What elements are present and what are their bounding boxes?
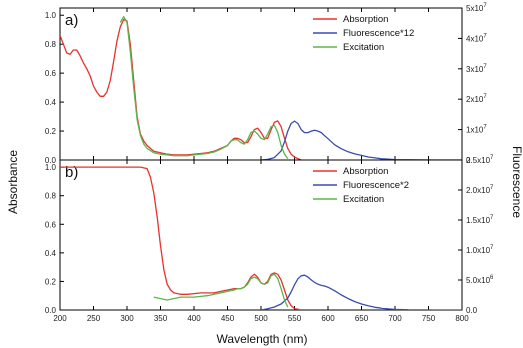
y-tick-label-right-base: 4x10 xyxy=(466,34,484,43)
x-tick-label: 600 xyxy=(321,314,335,323)
y-tick-label-left: 0.6 xyxy=(45,69,57,78)
series-line-excitation xyxy=(119,16,289,159)
x-tick-label: 300 xyxy=(120,314,134,323)
y-tick-label-right: 5x107 xyxy=(466,3,487,13)
panel-label: a) xyxy=(65,12,78,29)
y-tick-label-right: 2.0x107 xyxy=(466,185,494,195)
x-tick-label: 800 xyxy=(455,314,469,323)
x-tick-label: 750 xyxy=(422,314,436,323)
x-tick-label: 550 xyxy=(288,314,302,323)
y-tick-label-right-base: 2.5x10 xyxy=(466,156,491,165)
y-tick-label-left: 0.2 xyxy=(45,127,57,136)
y-tick-label-right-base: 0.0 xyxy=(466,306,478,315)
y-tick-label-right-exp: 7 xyxy=(490,245,494,251)
y-tick-label-left: 0.8 xyxy=(45,192,57,201)
x-tick-label: 400 xyxy=(187,314,201,323)
y-tick-label-right: 3x107 xyxy=(466,64,487,74)
series-line-absorption xyxy=(60,18,302,160)
y-tick-label-right-base: 1.5x10 xyxy=(466,216,491,225)
legend-entry: Absorption xyxy=(343,166,388,177)
legend-entry: Fluorescence*2 xyxy=(343,180,409,191)
y-tick-label-left: 0.6 xyxy=(45,220,57,229)
legend-entry: Fluorescence*12 xyxy=(343,28,414,39)
y-tick-label-right-base: 2x10 xyxy=(466,95,484,104)
y-tick-label-left: 0.4 xyxy=(45,98,57,107)
series-group xyxy=(60,166,462,310)
y-tick-label-right-base: 1x10 xyxy=(466,126,484,135)
panel-b: 200 250 300 350 400 450 500 550 600 650 700 750 8000… xyxy=(45,155,494,323)
y-axis-label-left: Absorbance xyxy=(6,150,20,214)
y-tick-label-right: 1.0x107 xyxy=(466,245,494,255)
y-tick-label-right: 0.0 xyxy=(466,306,478,315)
y-tick-label-right-base: 0 xyxy=(466,156,471,165)
y-tick-label-right-exp: 7 xyxy=(483,3,487,9)
y-tick-label-right-base: 2.0x10 xyxy=(466,186,491,195)
x-tick-label: 350 xyxy=(154,314,168,323)
y-tick-label-right: 2x107 xyxy=(466,94,487,104)
y-tick-label-right: 1.5x107 xyxy=(466,215,494,225)
legend-entry: Excitation xyxy=(343,42,384,53)
y-tick-label-right-exp: 7 xyxy=(483,64,487,70)
panel-a: 0.00.20.40.60.81.001x1072x1073x1074x1075… xyxy=(45,3,487,165)
y-tick-label-right-exp: 7 xyxy=(490,155,494,161)
y-tick-label-left: 0.0 xyxy=(45,306,57,315)
y-tick-label-right: 1x107 xyxy=(466,125,487,135)
y-tick-label-right-exp: 7 xyxy=(490,215,494,221)
y-tick-label-right-base: 1.0x10 xyxy=(466,246,491,255)
legend-entry: Excitation xyxy=(343,194,384,205)
y-tick-label-right-exp: 7 xyxy=(483,94,487,100)
y-axis-label-right: Fluorescence xyxy=(510,146,523,218)
x-tick-label: 700 xyxy=(388,314,402,323)
legend-entry: Absorption xyxy=(343,14,388,25)
x-axis-label: Wavelength (nm) xyxy=(217,332,308,346)
series-line-absorption xyxy=(60,166,302,310)
y-tick-label-right: 5.0x106 xyxy=(466,275,494,285)
y-tick-label-left: 0.4 xyxy=(45,249,57,258)
y-tick-label-right-base: 5x10 xyxy=(466,4,484,13)
y-tick-label-right: 2.5x107 xyxy=(466,155,494,165)
y-tick-label-left: 0.8 xyxy=(45,40,57,49)
y-tick-label-right-exp: 7 xyxy=(490,185,494,191)
y-tick-label-left: 0.2 xyxy=(45,277,57,286)
series-line-excitation xyxy=(153,273,289,308)
y-tick-label-right-exp: 7 xyxy=(483,125,487,131)
series-line-fluorescence-2 xyxy=(260,274,462,310)
y-tick-label-left: 1.0 xyxy=(45,11,57,20)
x-tick-label: 650 xyxy=(355,314,369,323)
panel-label: b) xyxy=(65,164,78,181)
y-tick-label-left: 0.0 xyxy=(45,156,57,165)
y-tick-label-right-base: 3x10 xyxy=(466,65,484,74)
y-tick-label-right-exp: 7 xyxy=(483,33,487,39)
y-tick-label-right-base: 5.0x10 xyxy=(466,276,491,285)
x-tick-label: 450 xyxy=(221,314,235,323)
y-tick-label-left: 1.0 xyxy=(45,163,57,172)
y-tick-label-right-exp: 6 xyxy=(490,275,494,281)
x-tick-label: 200 xyxy=(53,314,67,323)
x-tick-label: 500 xyxy=(254,314,268,323)
x-tick-label: 250 xyxy=(87,314,101,323)
y-tick-label-right: 4x107 xyxy=(466,33,487,43)
y-tick-label-right: 0 xyxy=(466,156,471,165)
